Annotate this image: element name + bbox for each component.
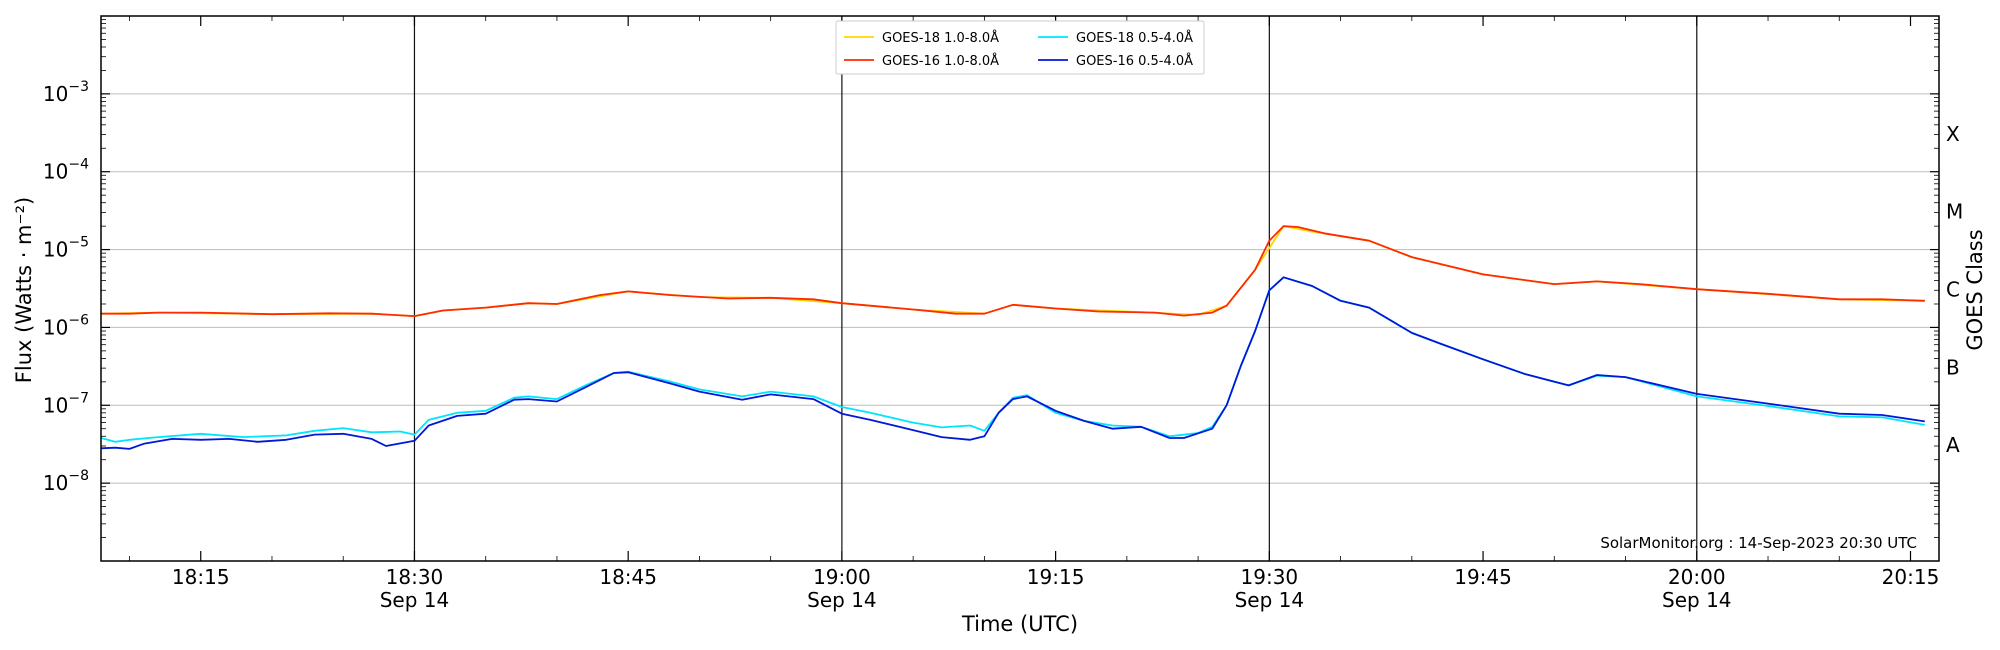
y-tick-label: 10−5 [43,235,89,262]
x-tick-label: 19:30 [1241,565,1299,589]
series-layer [100,225,1925,450]
x-tick-date-label: Sep 14 [380,588,450,612]
legend-label-4: GOES-16 0.5-4.0Å [1076,53,1193,69]
goes-class-c: C [1946,278,1960,302]
x-tick-date-label: Sep 14 [1662,588,1732,612]
x-axis-label: Time (UTC) [961,612,1078,636]
goes-class-a: A [1946,433,1960,457]
x-tick-label: 19:00 [813,565,871,589]
x-tick-label: 20:00 [1668,565,1726,589]
source-annotation: SolarMonitor.org : 14-Sep-2023 20:30 UTC [1600,534,1917,552]
right-axis-label: GOES Class [1963,229,1987,350]
x-tick-label: 19:45 [1454,565,1512,589]
grid-layer [101,16,1939,561]
goes-class-b: B [1946,355,1960,379]
x-tick-label: 20:15 [1882,565,1940,589]
goes-class-x: X [1946,122,1960,146]
x-tick-label: 19:15 [1027,565,1085,589]
legend-box [835,20,1205,75]
x-tick-label: 18:45 [599,565,657,589]
goes-class-m: M [1946,200,1963,224]
x-tick-label: 18:15 [172,565,230,589]
y-axis-label: Flux (Watts · m⁻²) [12,197,36,383]
y-tick-label: 10−3 [43,79,89,106]
x-tick-date-label: Sep 14 [807,588,877,612]
y-tick-label: 10−4 [43,157,89,184]
x-tick-label: 18:30 [386,565,444,589]
y-tick-label: 10−6 [43,312,89,339]
x-tick-date-label: Sep 14 [1235,588,1305,612]
goes-class-labels: A B C M X [1946,122,1963,457]
legend-label-3: GOES-18 0.5-4.0Å [1076,30,1193,46]
legend-label-1: GOES-18 1.0-8.0Å [882,30,999,46]
y-axis-ticks: 10−8 10−7 10−6 10−5 10−4 10−3 [43,19,1939,538]
series-line-4 [100,276,1925,450]
legend-label-2: GOES-16 1.0-8.0Å [882,53,999,69]
y-tick-label: 10−7 [43,390,89,417]
legend: GOES-18 1.0-8.0Å GOES-16 1.0-8.0Å GOES-18 … [835,20,1205,75]
plot-frame [100,15,1940,562]
y-tick-label: 10−8 [43,468,89,495]
series-line-2 [101,225,1925,317]
